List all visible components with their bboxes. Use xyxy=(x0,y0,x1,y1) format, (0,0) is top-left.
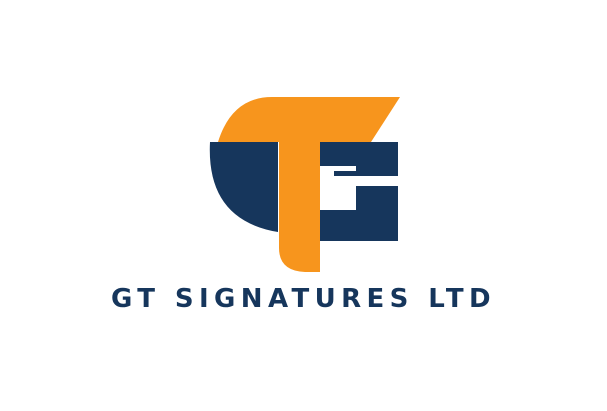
g-letter-shape xyxy=(209,142,398,241)
company-name: GT SIGNATURES LTD xyxy=(110,284,497,314)
t-letter-shape xyxy=(218,97,400,272)
